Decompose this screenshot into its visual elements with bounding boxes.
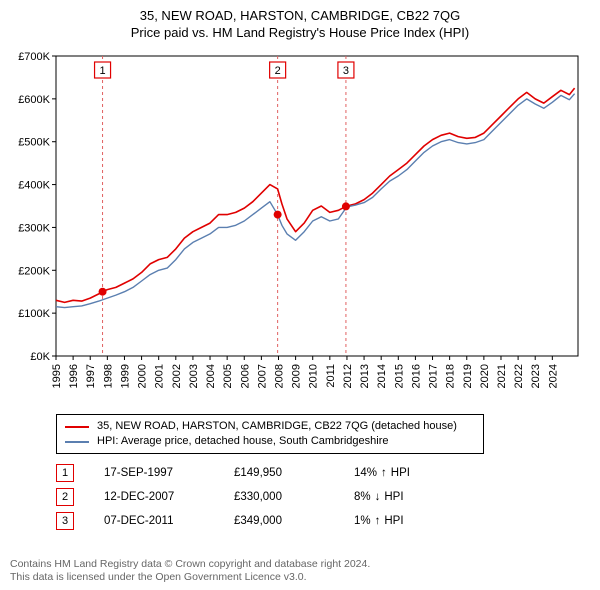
sale-badge: 1 [56, 464, 74, 482]
x-tick-label: 1998 [102, 364, 114, 388]
legend-swatch [65, 426, 89, 428]
sale-marker-badge-num: 1 [99, 65, 105, 77]
footer-line-2: This data is licensed under the Open Gov… [10, 571, 590, 584]
x-tick-label: 1996 [68, 364, 80, 388]
sale-marker-badge-num: 3 [343, 65, 349, 77]
sales-row: 3 07-DEC-2011£349,0001% ↑HPI [56, 512, 590, 530]
x-tick-label: 2024 [547, 364, 559, 388]
x-tick-label: 2003 [188, 364, 200, 388]
x-tick-label: 2015 [393, 364, 405, 388]
sale-badge: 3 [56, 512, 74, 530]
x-tick-label: 2008 [273, 364, 285, 388]
x-tick-label: 1995 [51, 364, 63, 388]
legend-swatch [65, 441, 89, 443]
chart-title-main: 35, NEW ROAD, HARSTON, CAMBRIDGE, CB22 7… [10, 8, 590, 23]
y-tick-label: £300K [18, 222, 50, 234]
x-tick-label: 2002 [171, 364, 183, 388]
arrow-up-icon: ↑ [375, 515, 381, 527]
x-tick-label: 2014 [376, 364, 388, 388]
sale-delta: 1% ↑HPI [354, 515, 454, 527]
arrow-down-icon: ↓ [375, 491, 381, 503]
x-tick-label: 2009 [291, 364, 303, 388]
legend-label: HPI: Average price, detached house, Sout… [97, 434, 388, 449]
y-tick-label: £0K [30, 351, 50, 363]
sales-row: 2 12-DEC-2007£330,0008% ↓HPI [56, 488, 590, 506]
chart-title-sub: Price paid vs. HM Land Registry's House … [10, 25, 590, 40]
x-tick-label: 2019 [462, 364, 474, 388]
x-tick-label: 2000 [137, 364, 149, 388]
x-tick-label: 2017 [428, 364, 440, 388]
sale-delta-pct: 14% [354, 467, 377, 479]
sale-price: £330,000 [234, 491, 354, 503]
y-tick-label: £700K [18, 51, 50, 63]
sale-price: £349,000 [234, 515, 354, 527]
x-tick-label: 2010 [308, 364, 320, 388]
sale-delta-label: HPI [384, 491, 403, 503]
x-tick-label: 1999 [119, 364, 131, 388]
x-tick-label: 2023 [530, 364, 542, 388]
legend-row: 35, NEW ROAD, HARSTON, CAMBRIDGE, CB22 7… [65, 419, 475, 434]
y-tick-label: £600K [18, 94, 50, 106]
x-tick-label: 2006 [239, 364, 251, 388]
sales-table: 117-SEP-1997£149,95014%↑HPI212-DEC-2007£… [56, 464, 590, 530]
price-chart: £0K £100K £200K £300K £400K £500K £600K £700K 19… [10, 46, 590, 406]
sale-delta-pct: 1% [354, 515, 371, 527]
x-tick-label: 2011 [325, 364, 337, 388]
arrow-up-icon: ↑ [381, 467, 387, 479]
footer-note: Contains HM Land Registry data © Crown c… [10, 558, 590, 584]
sale-marker-dot [274, 211, 282, 219]
sales-row: 1 17-SEP-1997£149,95014% ↑ HPI [56, 464, 590, 482]
x-tick-label: 2001 [154, 364, 166, 388]
x-tick-label: 2004 [205, 364, 217, 388]
y-tick-label: £400K [18, 180, 50, 192]
x-tick-label: 2022 [513, 364, 525, 388]
sale-date: 17-SEP-1997 [104, 467, 234, 479]
sale-delta-label: HPI [384, 515, 403, 527]
sale-price: £149,950 [234, 467, 354, 479]
x-tick-label: 2020 [479, 364, 491, 388]
sale-date: 07-DEC-2011 [104, 515, 234, 527]
sale-marker-badge-num: 2 [275, 65, 281, 77]
x-tick-label: 1997 [85, 364, 97, 388]
x-tick-label: 2013 [359, 364, 371, 388]
footer-line-1: Contains HM Land Registry data © Crown c… [10, 558, 590, 571]
sale-delta-label: HPI [391, 467, 410, 479]
sale-badge: 2 [56, 488, 74, 506]
sale-marker-dot [99, 288, 107, 296]
sale-date: 12-DEC-2007 [104, 491, 234, 503]
x-tick-label: 2018 [445, 364, 457, 388]
x-tick-label: 2021 [496, 364, 508, 388]
sale-delta: 8% ↓HPI [354, 491, 454, 503]
legend-row: HPI: Average price, detached house, Sout… [65, 434, 475, 449]
chart-svg: £0K £100K £200K £300K £400K £500K £600K £700K 19… [10, 46, 590, 406]
y-tick-label: £100K [18, 308, 50, 320]
x-tick-label: 2005 [222, 364, 234, 388]
x-tick-label: 2016 [410, 364, 422, 388]
y-tick-label: £500K [18, 137, 50, 149]
plot-area [56, 56, 578, 356]
legend-label: 35, NEW ROAD, HARSTON, CAMBRIDGE, CB22 7… [97, 419, 457, 434]
legend-box: 35, NEW ROAD, HARSTON, CAMBRIDGE, CB22 7… [56, 414, 484, 454]
y-tick-label: £200K [18, 265, 50, 277]
sale-delta: 14% ↑ HPI [354, 467, 454, 479]
sale-marker-dot [342, 202, 350, 210]
sale-delta-pct: 8% [354, 491, 371, 503]
x-tick-label: 2012 [342, 364, 354, 388]
x-tick-label: 2007 [256, 364, 268, 388]
